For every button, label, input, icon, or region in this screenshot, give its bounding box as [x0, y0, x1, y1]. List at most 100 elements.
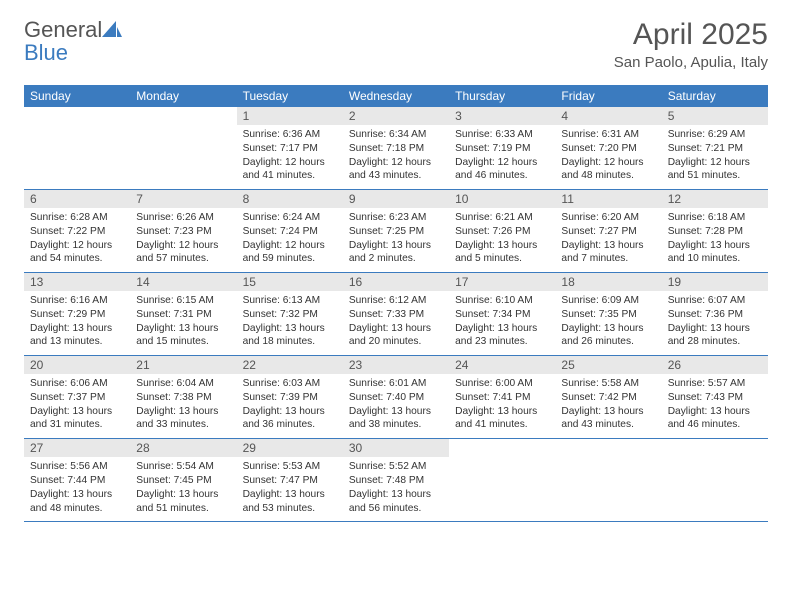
day-content: Sunrise: 6:31 AMSunset: 7:20 PMDaylight:… — [555, 125, 661, 189]
calendar-cell: 6Sunrise: 6:28 AMSunset: 7:22 PMDaylight… — [24, 190, 130, 273]
day-daylight2: and 38 minutes. — [349, 418, 443, 432]
calendar-cell: 5Sunrise: 6:29 AMSunset: 7:21 PMDaylight… — [662, 107, 768, 190]
day-header: Friday — [555, 85, 661, 107]
calendar-cell: 26Sunrise: 5:57 AMSunset: 7:43 PMDayligh… — [662, 356, 768, 439]
day-sunset: Sunset: 7:48 PM — [349, 474, 443, 488]
day-number: 29 — [237, 439, 343, 457]
day-sunrise: Sunrise: 6:12 AM — [349, 294, 443, 308]
day-daylight1: Daylight: 13 hours — [136, 405, 230, 419]
day-sunrise: Sunrise: 6:16 AM — [30, 294, 124, 308]
calendar-body: 1Sunrise: 6:36 AMSunset: 7:17 PMDaylight… — [24, 107, 768, 522]
day-daylight2: and 20 minutes. — [349, 335, 443, 349]
day-daylight1: Daylight: 13 hours — [30, 488, 124, 502]
day-sunrise: Sunrise: 6:09 AM — [561, 294, 655, 308]
day-content: Sunrise: 6:12 AMSunset: 7:33 PMDaylight:… — [343, 291, 449, 355]
calendar-cell: 20Sunrise: 6:06 AMSunset: 7:37 PMDayligh… — [24, 356, 130, 439]
day-daylight2: and 18 minutes. — [243, 335, 337, 349]
day-content: Sunrise: 6:18 AMSunset: 7:28 PMDaylight:… — [662, 208, 768, 272]
day-sunset: Sunset: 7:23 PM — [136, 225, 230, 239]
day-daylight1: Daylight: 13 hours — [668, 322, 762, 336]
day-number: 13 — [24, 273, 130, 291]
day-content: Sunrise: 6:10 AMSunset: 7:34 PMDaylight:… — [449, 291, 555, 355]
day-daylight1: Daylight: 13 hours — [349, 239, 443, 253]
day-sunset: Sunset: 7:43 PM — [668, 391, 762, 405]
day-content: Sunrise: 6:07 AMSunset: 7:36 PMDaylight:… — [662, 291, 768, 355]
day-content: Sunrise: 6:20 AMSunset: 7:27 PMDaylight:… — [555, 208, 661, 272]
calendar-cell — [130, 107, 236, 190]
day-sunrise: Sunrise: 5:58 AM — [561, 377, 655, 391]
day-daylight1: Daylight: 13 hours — [455, 239, 549, 253]
day-daylight1: Daylight: 12 hours — [243, 156, 337, 170]
brand-part1: General — [24, 17, 102, 42]
day-number: 24 — [449, 356, 555, 374]
day-daylight1: Daylight: 13 hours — [136, 322, 230, 336]
day-sunrise: Sunrise: 6:06 AM — [30, 377, 124, 391]
day-daylight1: Daylight: 13 hours — [668, 405, 762, 419]
day-sunset: Sunset: 7:45 PM — [136, 474, 230, 488]
calendar-cell: 4Sunrise: 6:31 AMSunset: 7:20 PMDaylight… — [555, 107, 661, 190]
day-daylight2: and 46 minutes. — [668, 418, 762, 432]
day-header: Sunday — [24, 85, 130, 107]
day-daylight2: and 41 minutes. — [455, 418, 549, 432]
calendar-week: 6Sunrise: 6:28 AMSunset: 7:22 PMDaylight… — [24, 190, 768, 273]
day-number: 25 — [555, 356, 661, 374]
calendar-header-row: SundayMondayTuesdayWednesdayThursdayFrid… — [24, 85, 768, 107]
day-daylight2: and 46 minutes. — [455, 169, 549, 183]
calendar-cell: 2Sunrise: 6:34 AMSunset: 7:18 PMDaylight… — [343, 107, 449, 190]
day-daylight2: and 15 minutes. — [136, 335, 230, 349]
day-daylight1: Daylight: 13 hours — [455, 405, 549, 419]
day-content: Sunrise: 6:00 AMSunset: 7:41 PMDaylight:… — [449, 374, 555, 438]
day-number: 4 — [555, 107, 661, 125]
calendar-cell: 28Sunrise: 5:54 AMSunset: 7:45 PMDayligh… — [130, 439, 236, 522]
day-content: Sunrise: 5:56 AMSunset: 7:44 PMDaylight:… — [24, 457, 130, 521]
day-header: Thursday — [449, 85, 555, 107]
calendar-cell: 25Sunrise: 5:58 AMSunset: 7:42 PMDayligh… — [555, 356, 661, 439]
day-daylight1: Daylight: 13 hours — [561, 239, 655, 253]
day-number: 12 — [662, 190, 768, 208]
day-sunset: Sunset: 7:41 PM — [455, 391, 549, 405]
day-number: 16 — [343, 273, 449, 291]
day-header: Monday — [130, 85, 236, 107]
calendar-week: 13Sunrise: 6:16 AMSunset: 7:29 PMDayligh… — [24, 273, 768, 356]
day-sunrise: Sunrise: 5:56 AM — [30, 460, 124, 474]
day-number: 11 — [555, 190, 661, 208]
calendar-cell — [662, 439, 768, 522]
day-number: 3 — [449, 107, 555, 125]
day-daylight1: Daylight: 13 hours — [243, 405, 337, 419]
day-sunset: Sunset: 7:32 PM — [243, 308, 337, 322]
calendar-cell: 13Sunrise: 6:16 AMSunset: 7:29 PMDayligh… — [24, 273, 130, 356]
calendar-cell: 14Sunrise: 6:15 AMSunset: 7:31 PMDayligh… — [130, 273, 236, 356]
day-sunset: Sunset: 7:39 PM — [243, 391, 337, 405]
day-sunset: Sunset: 7:19 PM — [455, 142, 549, 156]
day-daylight2: and 41 minutes. — [243, 169, 337, 183]
day-sunrise: Sunrise: 6:18 AM — [668, 211, 762, 225]
day-content: Sunrise: 5:57 AMSunset: 7:43 PMDaylight:… — [662, 374, 768, 438]
calendar-cell: 27Sunrise: 5:56 AMSunset: 7:44 PMDayligh… — [24, 439, 130, 522]
day-sunset: Sunset: 7:26 PM — [455, 225, 549, 239]
calendar-cell: 3Sunrise: 6:33 AMSunset: 7:19 PMDaylight… — [449, 107, 555, 190]
day-sunset: Sunset: 7:25 PM — [349, 225, 443, 239]
day-sunrise: Sunrise: 5:53 AM — [243, 460, 337, 474]
day-daylight1: Daylight: 13 hours — [136, 488, 230, 502]
page-location: San Paolo, Apulia, Italy — [614, 54, 768, 71]
day-content: Sunrise: 6:13 AMSunset: 7:32 PMDaylight:… — [237, 291, 343, 355]
calendar-week: 27Sunrise: 5:56 AMSunset: 7:44 PMDayligh… — [24, 439, 768, 522]
calendar-cell: 8Sunrise: 6:24 AMSunset: 7:24 PMDaylight… — [237, 190, 343, 273]
day-number: 10 — [449, 190, 555, 208]
day-content: Sunrise: 6:29 AMSunset: 7:21 PMDaylight:… — [662, 125, 768, 189]
day-sunset: Sunset: 7:38 PM — [136, 391, 230, 405]
day-content: Sunrise: 6:16 AMSunset: 7:29 PMDaylight:… — [24, 291, 130, 355]
day-sunrise: Sunrise: 6:29 AM — [668, 128, 762, 142]
day-sunrise: Sunrise: 6:07 AM — [668, 294, 762, 308]
calendar-cell: 1Sunrise: 6:36 AMSunset: 7:17 PMDaylight… — [237, 107, 343, 190]
day-daylight2: and 56 minutes. — [349, 502, 443, 516]
day-daylight1: Daylight: 12 hours — [243, 239, 337, 253]
calendar-cell: 24Sunrise: 6:00 AMSunset: 7:41 PMDayligh… — [449, 356, 555, 439]
day-sunrise: Sunrise: 6:20 AM — [561, 211, 655, 225]
day-header: Saturday — [662, 85, 768, 107]
day-daylight2: and 51 minutes. — [668, 169, 762, 183]
day-sunrise: Sunrise: 6:00 AM — [455, 377, 549, 391]
day-daylight2: and 23 minutes. — [455, 335, 549, 349]
day-sunset: Sunset: 7:24 PM — [243, 225, 337, 239]
calendar-cell: 12Sunrise: 6:18 AMSunset: 7:28 PMDayligh… — [662, 190, 768, 273]
